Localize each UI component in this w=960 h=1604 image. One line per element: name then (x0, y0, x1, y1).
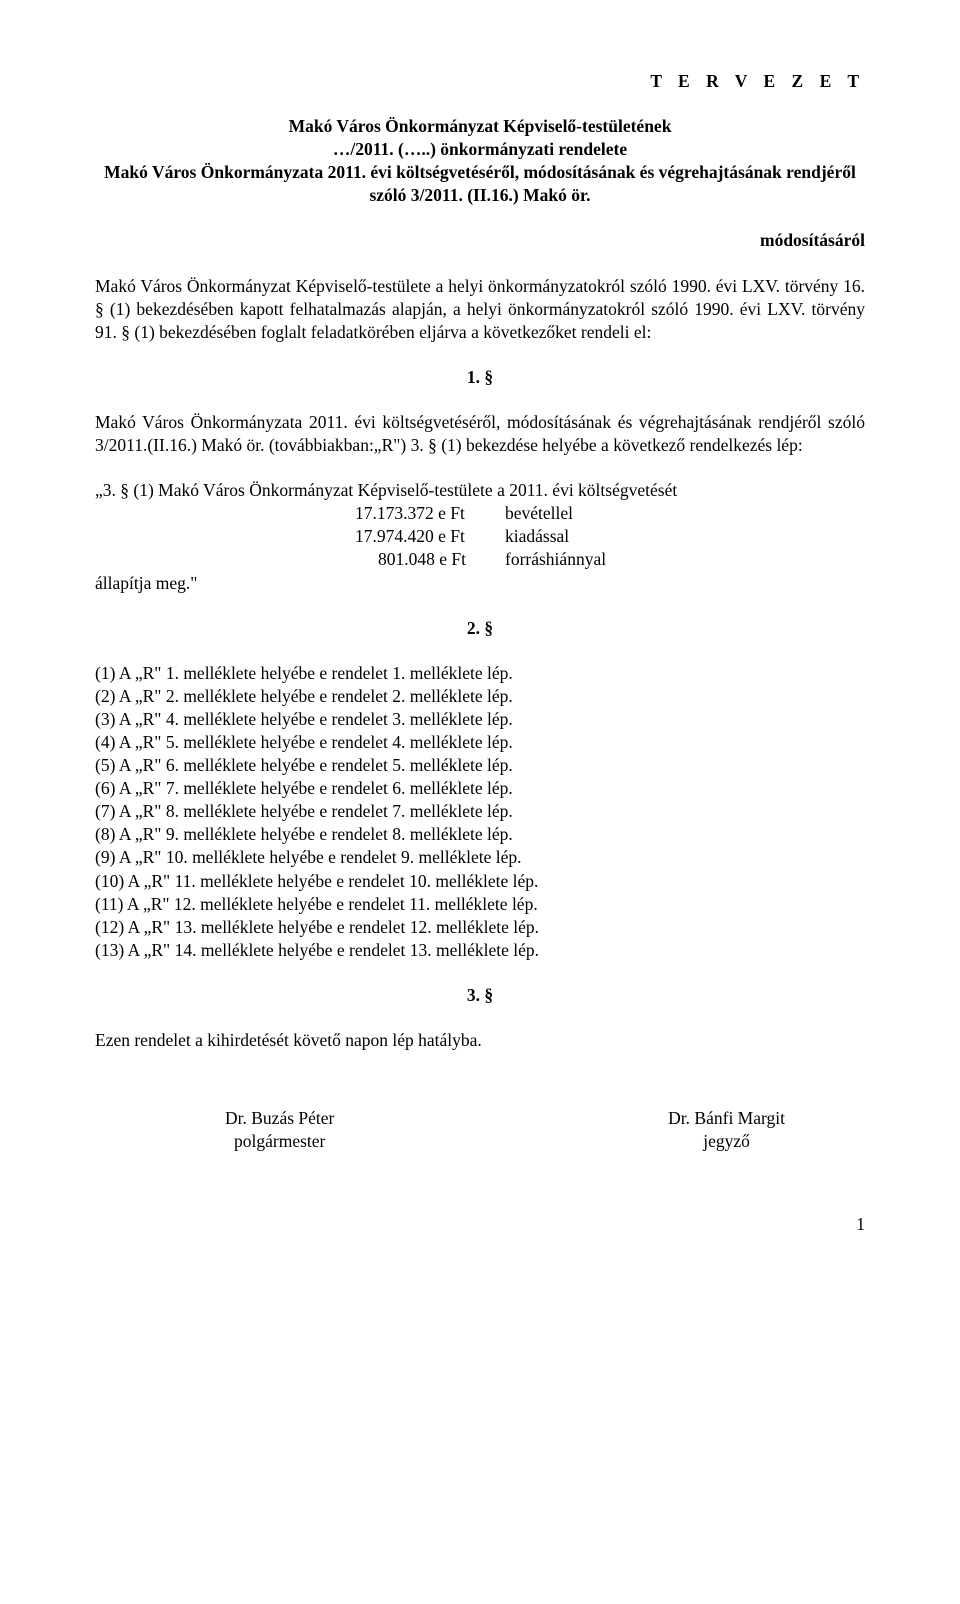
list-item: (5) A „R" 6. melléklete helyébe e rendel… (95, 754, 865, 777)
budget-label: bevétellel (505, 502, 573, 525)
section-1-paragraph: Makó Város Önkormányzata 2011. évi költs… (95, 411, 865, 457)
draft-label: T E R V E Z E T (95, 70, 865, 93)
effective-date-paragraph: Ezen rendelet a kihirdetését követő napo… (95, 1029, 865, 1052)
budget-intro: „3. § (1) Makó Város Önkormányzat Képvis… (95, 479, 865, 502)
budget-label: forráshiánnyal (505, 548, 606, 571)
list-item: (4) A „R" 5. melléklete helyébe e rendel… (95, 731, 865, 754)
list-item: (11) A „R" 12. melléklete helyébe e rend… (95, 893, 865, 916)
title-block: Makó Város Önkormányzat Képviselő-testül… (95, 115, 865, 207)
attachment-list: (1) A „R" 1. melléklete helyébe e rendel… (95, 662, 865, 962)
budget-amount: 17.974.420 e Ft (355, 525, 505, 548)
list-item: (8) A „R" 9. melléklete helyébe e rendel… (95, 823, 865, 846)
signatory-name: Dr. Buzás Péter (225, 1107, 334, 1130)
list-item: (1) A „R" 1. melléklete helyébe e rendel… (95, 662, 865, 685)
page-number: 1 (95, 1213, 865, 1236)
section-2-number: 2. § (95, 617, 865, 640)
title-line-2: …/2011. (…..) önkormányzati rendelete (95, 138, 865, 161)
list-item: (10) A „R" 11. melléklete helyébe e rend… (95, 870, 865, 893)
list-item: (6) A „R" 7. melléklete helyébe e rendel… (95, 777, 865, 800)
list-item: (2) A „R" 2. melléklete helyébe e rendel… (95, 685, 865, 708)
budget-row: 17.173.372 e Ft bevétellel (355, 502, 865, 525)
list-item: (7) A „R" 8. melléklete helyébe e rendel… (95, 800, 865, 823)
list-item: (12) A „R" 13. melléklete helyébe e rend… (95, 916, 865, 939)
budget-closing: állapítja meg." (95, 572, 865, 595)
budget-row: 17.974.420 e Ft kiadással (355, 525, 865, 548)
budget-label: kiadással (505, 525, 569, 548)
list-item: (13) A „R" 14. melléklete helyébe e rend… (95, 939, 865, 962)
budget-table: 17.173.372 e Ft bevétellel 17.974.420 e … (355, 502, 865, 571)
signatory-name: Dr. Bánfi Margit (668, 1107, 785, 1130)
signatory-title: polgármester (225, 1130, 334, 1153)
section-1-number: 1. § (95, 366, 865, 389)
signature-left: Dr. Buzás Péter polgármester (225, 1107, 334, 1153)
preamble-paragraph: Makó Város Önkormányzat Képviselő-testül… (95, 275, 865, 344)
budget-row: 801.048 e Ft forráshiánnyal (355, 548, 865, 571)
budget-amount: 17.173.372 e Ft (355, 502, 505, 525)
signature-right: Dr. Bánfi Margit jegyző (668, 1107, 785, 1153)
budget-amount: 801.048 e Ft (355, 548, 505, 571)
budget-block: „3. § (1) Makó Város Önkormányzat Képvis… (95, 479, 865, 594)
modification-label: módosításáról (95, 229, 865, 252)
section-3-number: 3. § (95, 984, 865, 1007)
title-line-3: Makó Város Önkormányzata 2011. évi költs… (95, 161, 865, 207)
signatory-title: jegyző (668, 1130, 785, 1153)
list-item: (9) A „R" 10. melléklete helyébe e rende… (95, 846, 865, 869)
signature-row: Dr. Buzás Péter polgármester Dr. Bánfi M… (95, 1107, 865, 1153)
list-item: (3) A „R" 4. melléklete helyébe e rendel… (95, 708, 865, 731)
title-line-1: Makó Város Önkormányzat Képviselő-testül… (95, 115, 865, 138)
